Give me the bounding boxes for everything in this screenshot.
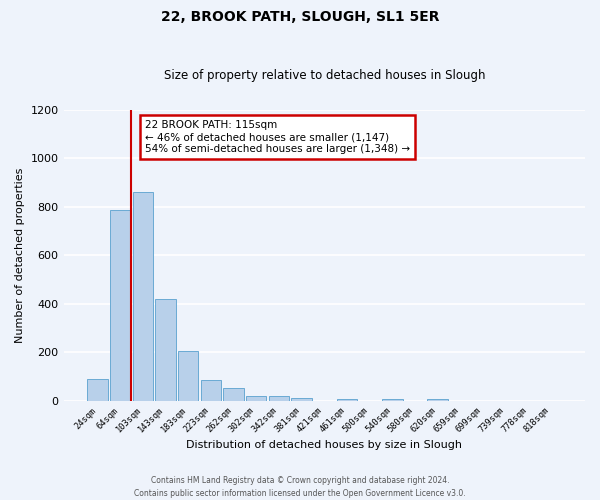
Bar [223, 388, 244, 401]
Bar [178, 351, 199, 401]
Bar [382, 398, 403, 401]
Bar [110, 210, 130, 401]
Bar [200, 380, 221, 401]
Bar [269, 396, 289, 401]
X-axis label: Distribution of detached houses by size in Slough: Distribution of detached houses by size … [186, 440, 462, 450]
Bar [246, 396, 266, 401]
Title: Size of property relative to detached houses in Slough: Size of property relative to detached ho… [164, 69, 485, 82]
Text: 22, BROOK PATH, SLOUGH, SL1 5ER: 22, BROOK PATH, SLOUGH, SL1 5ER [161, 10, 439, 24]
Y-axis label: Number of detached properties: Number of detached properties [15, 168, 25, 343]
Bar [87, 379, 107, 401]
Bar [292, 398, 312, 401]
Bar [133, 192, 153, 401]
Text: 22 BROOK PATH: 115sqm
← 46% of detached houses are smaller (1,147)
54% of semi-d: 22 BROOK PATH: 115sqm ← 46% of detached … [145, 120, 410, 154]
Bar [427, 398, 448, 401]
Text: Contains HM Land Registry data © Crown copyright and database right 2024.
Contai: Contains HM Land Registry data © Crown c… [134, 476, 466, 498]
Bar [155, 299, 176, 401]
Bar [337, 398, 357, 401]
